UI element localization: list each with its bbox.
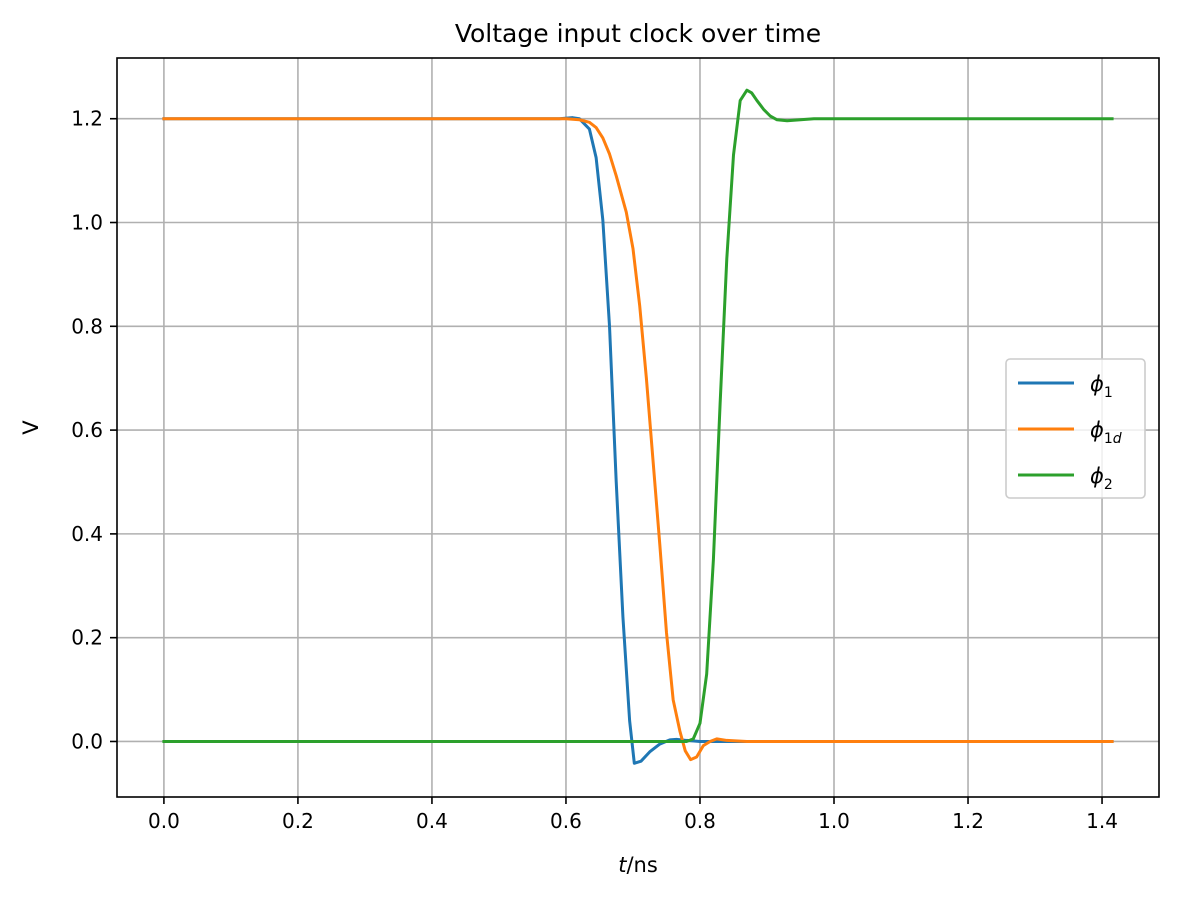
- legend-label-symbol: ϕ: [1090, 464, 1104, 488]
- y-tick-label: 0.8: [71, 314, 103, 338]
- y-tick-label: 1.2: [71, 107, 103, 131]
- x-tick-label: 0.6: [550, 809, 582, 833]
- legend-box: [1005, 358, 1146, 499]
- x-tick-label: 0.4: [416, 809, 448, 833]
- y-tick-label: 0.0: [71, 729, 103, 753]
- legend-label-2: ϕ1d: [1090, 418, 1122, 447]
- x-axis-label-var: t: [618, 853, 627, 877]
- legend-label-symbol: ϕ: [1090, 418, 1104, 442]
- series-line-3: [162, 88, 1114, 743]
- chart-title: Voltage input clock over time: [455, 19, 821, 48]
- legend-label-subscript: 2: [1104, 477, 1113, 493]
- y-tick-label: 0.4: [71, 522, 103, 546]
- x-axis-label-unit: /ns: [626, 853, 657, 877]
- x-tick-label: 1.0: [818, 809, 850, 833]
- y-axis-label: V: [19, 420, 43, 435]
- x-tick-label: 0.8: [684, 809, 716, 833]
- y-tick-label: 0.2: [71, 626, 103, 650]
- ticks: 0.0 0.2 0.4 0.6 0.8 1.0 1.2 1.4 0.0 0.2 0.4 0.6 0.8 1…: [71, 107, 1118, 833]
- series-line-2: [162, 117, 1114, 762]
- x-axis-label: t/ns: [618, 853, 658, 877]
- legend-label-3: ϕ2: [1090, 464, 1113, 493]
- plot-frame: [116, 57, 1160, 798]
- x-tick-label: 1.2: [952, 809, 984, 833]
- x-tick-label: 0.0: [148, 809, 180, 833]
- grid: [117, 58, 1159, 797]
- x-tick-label: 1.4: [1086, 809, 1118, 833]
- legend-label-subscript-var: d: [1113, 431, 1122, 447]
- series-layer: [162, 88, 1114, 765]
- legend-label-subscript: 1: [1104, 385, 1113, 401]
- x-tick-label: 0.2: [282, 809, 314, 833]
- legend-label-symbol: ϕ: [1090, 372, 1104, 396]
- legend-label-subscript: 1d: [1104, 431, 1122, 447]
- legend-label-1: ϕ1: [1090, 372, 1113, 401]
- y-tick-label: 0.6: [71, 418, 103, 442]
- legend-label-subscript-num: 1: [1104, 431, 1113, 447]
- y-tick-label: 1.0: [71, 211, 103, 235]
